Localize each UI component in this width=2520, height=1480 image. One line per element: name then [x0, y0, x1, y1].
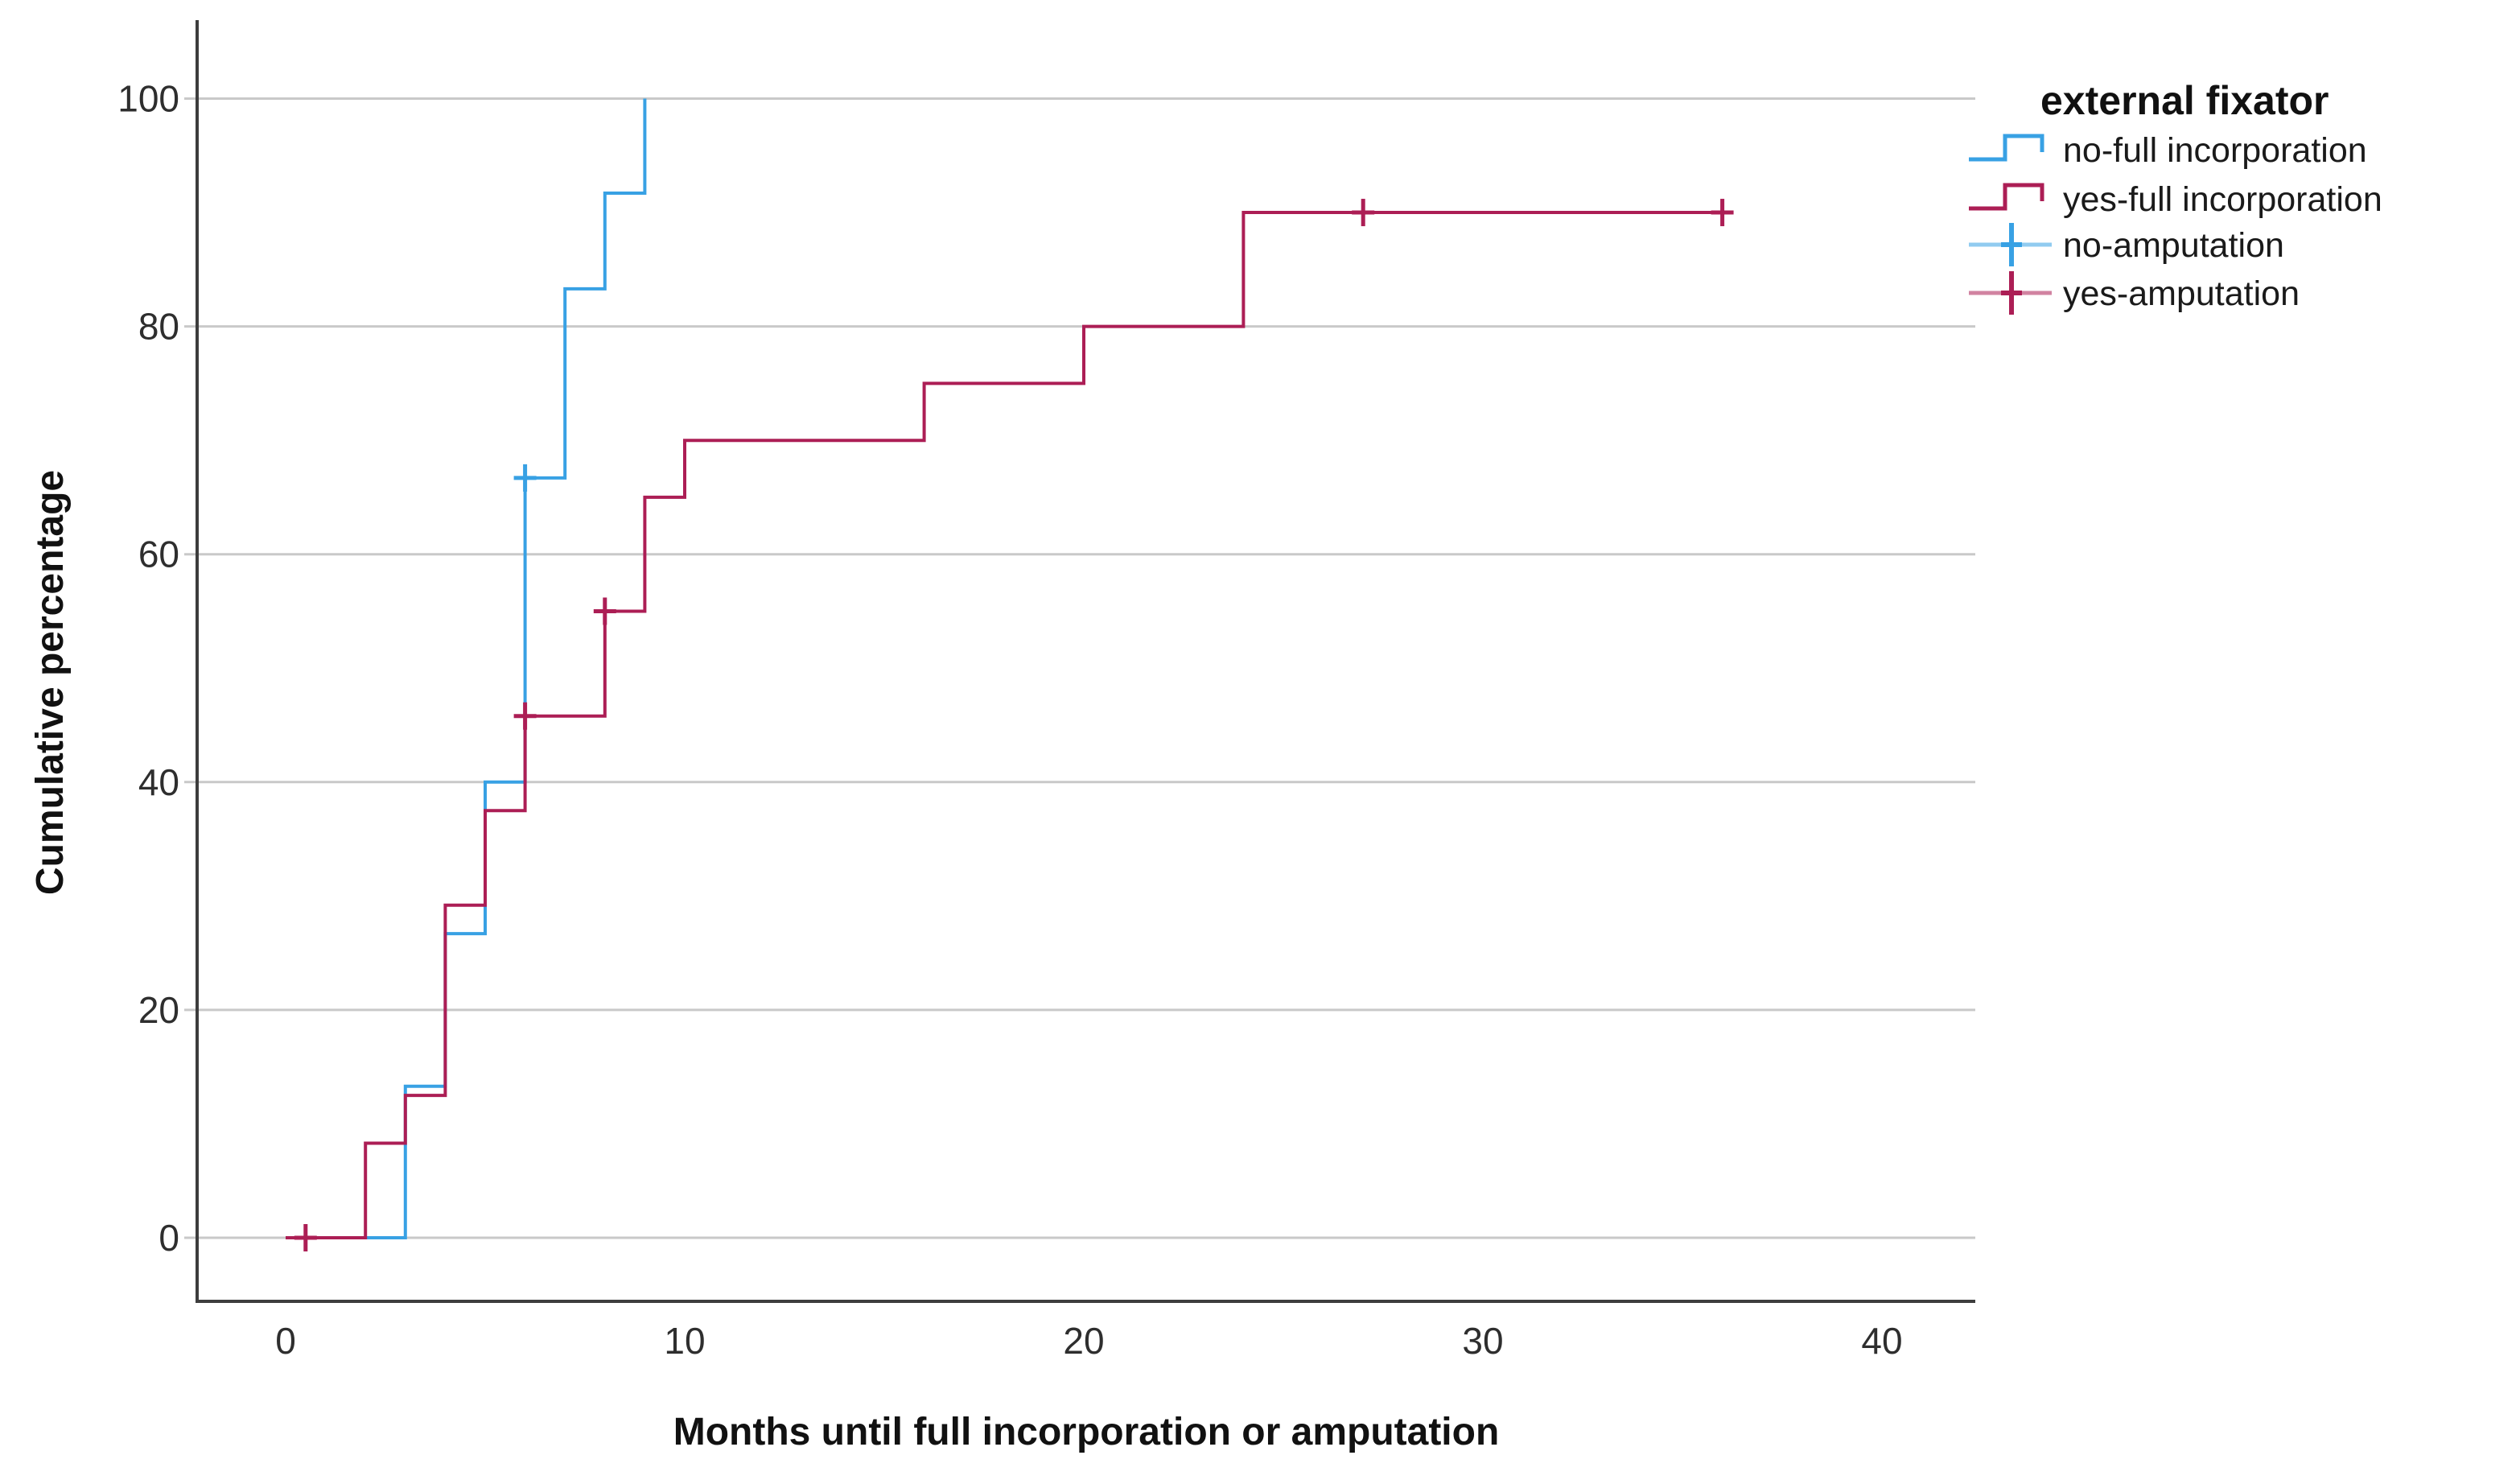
y-tick-label-0: 0 — [159, 1217, 179, 1259]
legend-item-yes-full-incorporation: yes-full incorporation — [1969, 180, 2382, 219]
y-tick-label-100: 100 — [117, 78, 179, 120]
series-line-no-full-incorporation — [286, 98, 647, 1239]
x-tick-label-0: 0 — [275, 1320, 296, 1362]
legend-item-label: yes-amputation — [2063, 274, 2300, 313]
legend-item-no-full-incorporation: no-full incorporation — [1969, 131, 2367, 170]
legend-step-symbol — [1969, 183, 2044, 211]
x-tick-label-30: 30 — [1462, 1320, 1503, 1362]
legend-item-label: yes-full incorporation — [2063, 180, 2382, 219]
y-axis-title: Cumulative percentage — [29, 470, 72, 895]
legend-item-yes-amputation: yes-amputation — [1969, 271, 2300, 315]
x-tick-label-20: 20 — [1063, 1320, 1104, 1362]
censor-mark-no-amputation — [513, 464, 537, 492]
x-tick-labels: 0 10 20 30 40 — [275, 1320, 1902, 1362]
legend-item-label: no-amputation — [2063, 226, 2284, 265]
y-tick-label-80: 80 — [138, 306, 179, 348]
gridlines — [184, 97, 1975, 1239]
series-curves — [286, 98, 1723, 1239]
legend-items: no-full incorporation yes-full incorporat… — [1969, 131, 2382, 315]
censor-marks — [294, 199, 1734, 1251]
legend-step-symbol — [1969, 134, 2044, 162]
censor-mark-yes-amputation — [294, 1224, 317, 1251]
y-tick-label-20: 20 — [138, 989, 179, 1031]
x-tick-label-40: 40 — [1861, 1320, 1902, 1362]
y-tick-label-40: 40 — [138, 761, 179, 803]
y-tick-labels: 0 20 40 60 80 100 — [117, 78, 179, 1259]
censor-mark-yes-amputation — [513, 702, 537, 730]
legend-item-label: no-full incorporation — [2063, 131, 2367, 170]
legend-item-no-amputation: no-amputation — [1969, 223, 2284, 266]
legend-title: external fixator — [2040, 78, 2329, 123]
series-line-yes-full-incorporation — [286, 211, 1723, 1239]
censor-mark-yes-amputation — [1711, 199, 1734, 227]
censor-mark-yes-amputation — [593, 597, 616, 625]
censor-mark-yes-amputation — [1352, 199, 1375, 227]
x-tick-label-10: 10 — [664, 1320, 705, 1362]
x-axis-title: Months until full incorporation or amput… — [673, 1411, 1500, 1453]
y-tick-label-60: 60 — [138, 534, 179, 575]
